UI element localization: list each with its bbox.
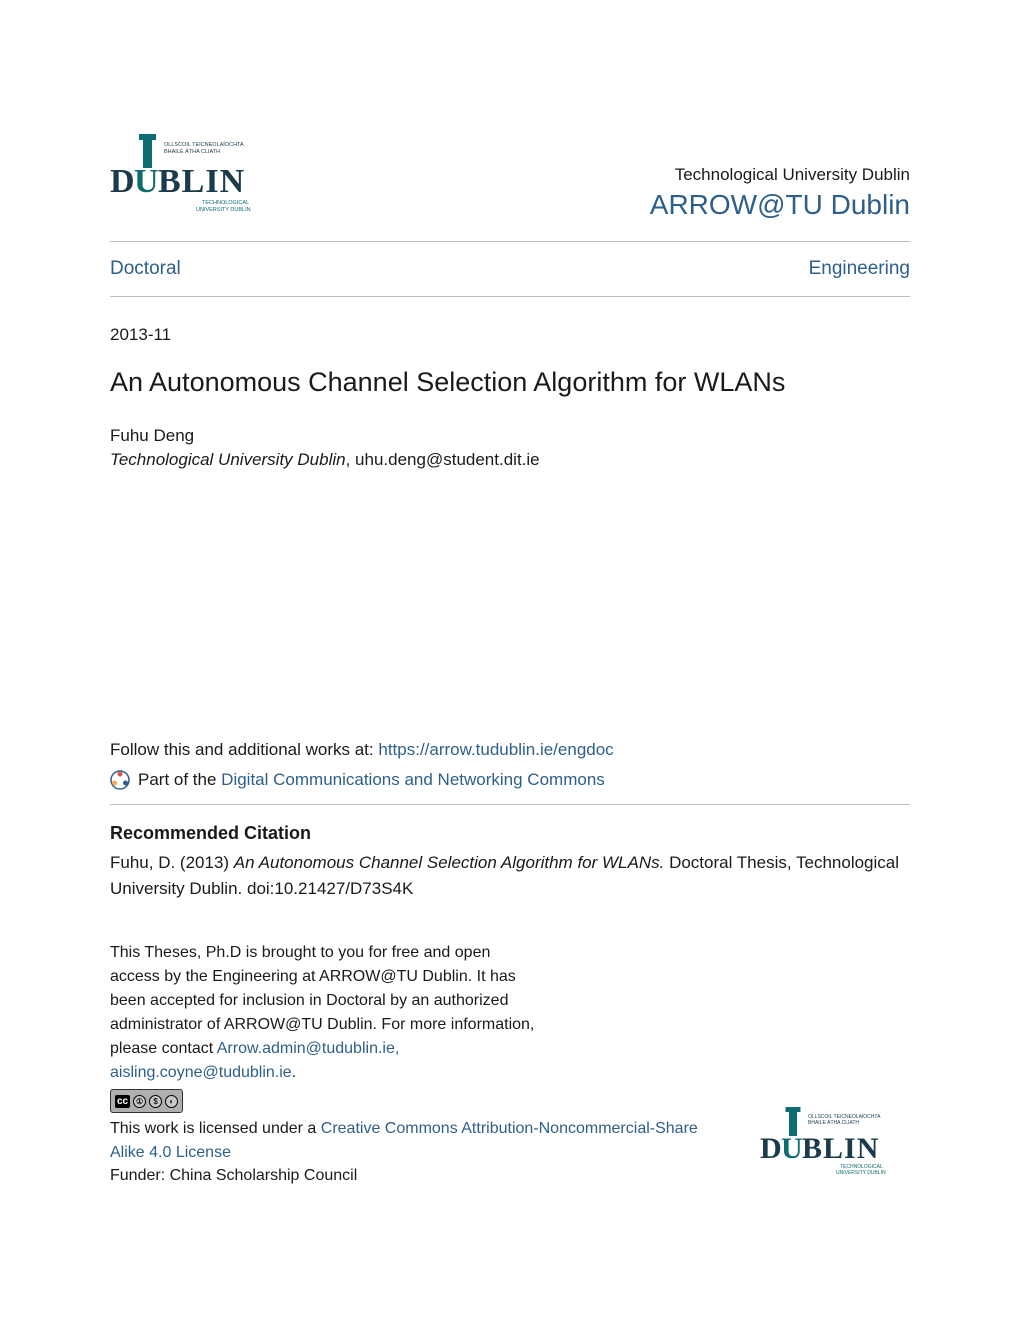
svg-text:D: D [110,163,136,200]
funder-label: Funder: [110,1167,170,1184]
citation-pre: Fuhu, D. (2013) [110,853,234,872]
header: D U BLIN OLLSCOIL TEICNEOLAÍOCHTA BHAILE… [110,130,910,221]
divider [110,296,910,297]
follow-prefix: Follow this and additional works at: [110,740,378,759]
publication-date: 2013-11 [110,325,910,345]
footer-row: This Theses, Ph.D is brought to you for … [110,941,910,1185]
funder-text: Funder: China Scholarship Council [110,1167,730,1185]
access-text: This Theses, Ph.D is brought to you for … [110,941,540,1085]
partof-prefix: Part of the [138,770,221,789]
partof-text: Part of the Digital Communications and N… [138,770,605,790]
follow-text: Follow this and additional works at: htt… [110,740,910,760]
network-icon [110,770,130,790]
recommended-citation-heading: Recommended Citation [110,823,910,844]
license-text: This work is licensed under a Creative C… [110,1117,730,1165]
citation-text: Fuhu, D. (2013) An Autonomous Channel Se… [110,850,910,901]
svg-text:OLLSCOIL TEICNEOLAÍOCHTA: OLLSCOIL TEICNEOLAÍOCHTA [164,141,244,148]
follow-link[interactable]: https://arrow.tudublin.ie/engdoc [378,740,613,759]
logo-footer: D U BLIN OLLSCOIL TEICNEOLAÍOCHTA BHAILE… [760,1104,910,1185]
access-block: This Theses, Ph.D is brought to you for … [110,941,730,1185]
paper-title: An Autonomous Channel Selection Algorith… [110,367,910,398]
category-right-link[interactable]: Engineering [809,258,910,280]
funder-value: China Scholarship Council [170,1167,358,1184]
svg-text:U: U [134,163,159,200]
divider [110,804,910,805]
svg-text:BLIN: BLIN [802,1132,879,1165]
license-pre: This work is licensed under a [110,1120,321,1137]
partof-row: Part of the Digital Communications and N… [110,770,910,790]
cc-license-badge[interactable]: cc ① $ ◐ [110,1089,183,1113]
access-period: . [292,1064,296,1081]
logo-header: D U BLIN OLLSCOIL TEICNEOLAÍOCHTA BHAILE… [110,130,280,221]
author-name: Fuhu Deng [110,426,910,446]
spacer [110,470,910,740]
institution-name: Technological University Dublin [650,165,910,185]
partof-link[interactable]: Digital Communications and Networking Co… [221,770,605,789]
affiliation-email: , uhu.deng@student.dit.ie [346,450,540,469]
svg-text:BHAILE ÁTHA CLIATH: BHAILE ÁTHA CLIATH [808,1119,859,1126]
affiliation-institution: Technological University Dublin [110,450,346,469]
svg-text:D: D [760,1132,783,1165]
svg-text:U: U [781,1132,803,1165]
svg-text:OLLSCOIL TEICNEOLAÍOCHTA: OLLSCOIL TEICNEOLAÍOCHTA [808,1113,881,1120]
header-right: Technological University Dublin ARROW@TU… [650,165,910,221]
svg-text:UNIVERSITY DUBLIN: UNIVERSITY DUBLIN [196,207,251,213]
category-left-link[interactable]: Doctoral [110,258,181,280]
citation-title: An Autonomous Channel Selection Algorith… [234,853,665,872]
category-row: Doctoral Engineering [110,242,910,296]
svg-text:BHAILE ÁTHA CLIATH: BHAILE ÁTHA CLIATH [164,148,220,155]
svg-text:UNIVERSITY DUBLIN: UNIVERSITY DUBLIN [836,1170,886,1176]
svg-text:TECHNOLOGICAL: TECHNOLOGICAL [202,200,249,206]
svg-text:BLIN: BLIN [158,163,245,200]
repository-name[interactable]: ARROW@TU Dublin [650,189,910,221]
author-affiliation: Technological University Dublin, uhu.den… [110,450,910,470]
